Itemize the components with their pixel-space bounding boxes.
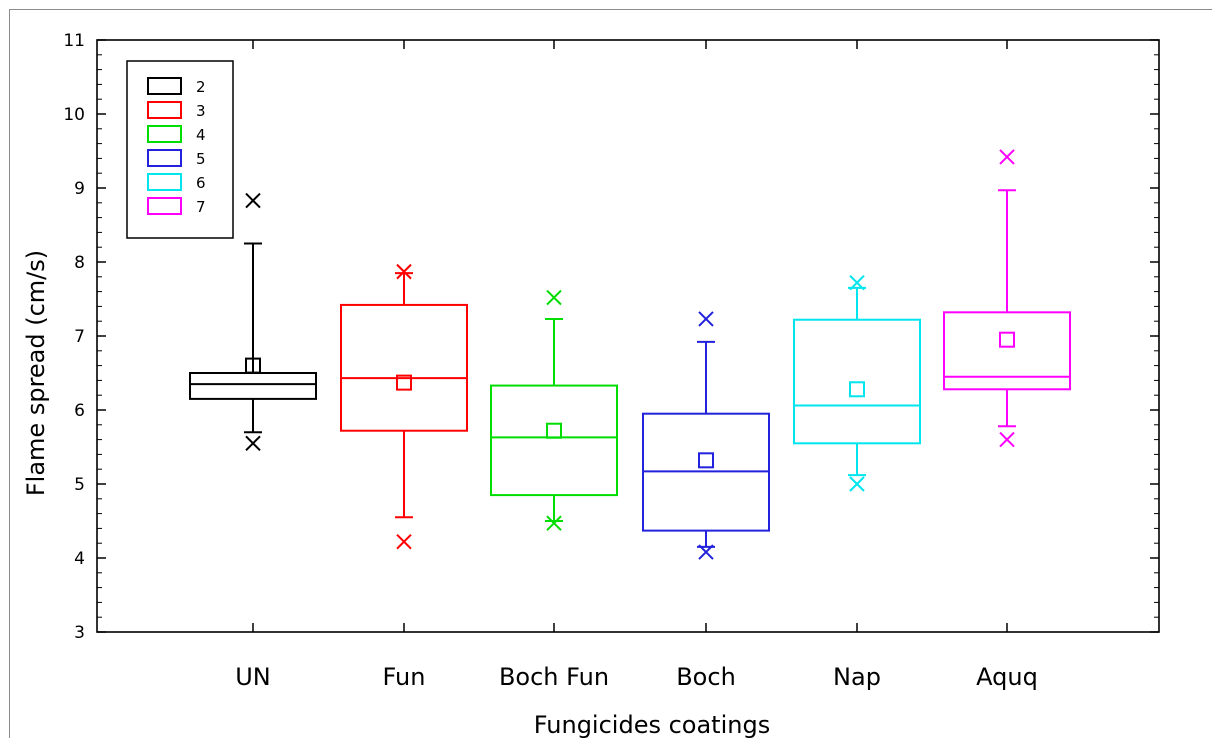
max-marker-stroke <box>999 149 1015 165</box>
mean-marker <box>999 331 1015 348</box>
box-group-nap <box>793 275 921 492</box>
mean-marker <box>698 452 714 469</box>
legend-label: 4 <box>196 126 206 144</box>
min-marker-stroke <box>546 515 562 531</box>
x-tick-label: Fun <box>383 663 426 691</box>
legend-swatch <box>147 149 182 167</box>
y-tick-label: 10 <box>63 105 85 125</box>
max-marker-stroke <box>698 311 714 327</box>
y-tick-label: 9 <box>74 179 85 199</box>
box-group-un <box>189 192 317 452</box>
max-marker <box>546 289 562 306</box>
legend-label: 7 <box>196 198 206 216</box>
y-tick-label: 6 <box>74 401 85 421</box>
legend: 2 3 4 5 6 7 <box>126 60 234 239</box>
min-marker <box>396 534 412 550</box>
x-tick-label: Boch <box>676 663 736 691</box>
chart-frame <box>9 9 1212 738</box>
max-marker <box>849 275 865 291</box>
x-tick-label: Boch Fun <box>499 663 609 691</box>
x-axis-title: Fungicides coatings <box>534 711 770 738</box>
legend-label: 2 <box>196 78 206 96</box>
y-axis: 3 4 5 6 7 8 9 10 11 <box>63 31 1159 643</box>
x-axis: UN Fun Boch Fun Boch Nap Aquq <box>235 40 1038 691</box>
y-axis-title: Flame spread (cm/s) <box>22 250 50 496</box>
min-marker <box>698 544 714 560</box>
legend-swatch <box>147 101 182 119</box>
legend-swatch <box>147 77 182 95</box>
box-group-aquq <box>943 149 1071 448</box>
max-marker-stroke <box>849 275 865 291</box>
mean-marker <box>245 357 261 374</box>
max-marker <box>698 311 714 327</box>
max-marker <box>396 263 412 280</box>
min-marker-stroke <box>698 544 714 560</box>
iqr-box <box>189 372 317 400</box>
legend-label: 3 <box>196 102 206 120</box>
min-marker-stroke <box>396 534 412 550</box>
max-marker <box>245 192 261 209</box>
min-marker <box>849 476 865 492</box>
iqr-box <box>490 384 618 497</box>
box-group-boch <box>642 311 770 560</box>
x-tick-label: Aquq <box>976 663 1038 691</box>
y-tick-label: 3 <box>74 623 85 643</box>
mean-marker <box>396 374 412 391</box>
iqr-box <box>943 311 1071 391</box>
y-tick-label: 5 <box>74 475 85 495</box>
min-marker-stroke <box>849 476 865 492</box>
iqr-box <box>340 303 468 432</box>
boxes <box>189 149 1071 560</box>
legend-label: 5 <box>196 150 206 168</box>
min-marker-stroke <box>999 431 1015 448</box>
mean-marker <box>546 422 562 439</box>
min-marker <box>546 515 562 531</box>
min-marker <box>999 431 1015 448</box>
legend-label: 6 <box>196 174 206 192</box>
max-marker-stroke <box>546 289 562 306</box>
box-group-boch-fun <box>490 289 618 531</box>
max-marker <box>999 149 1015 165</box>
min-marker-stroke <box>245 435 261 452</box>
x-tick-label: Nap <box>833 663 881 691</box>
y-tick-label: 8 <box>74 253 85 273</box>
x-tick-label: UN <box>235 663 271 691</box>
legend-swatch <box>147 173 182 191</box>
y-tick-label: 7 <box>74 327 85 347</box>
legend-swatch <box>147 197 182 215</box>
iqr-box <box>793 318 921 445</box>
max-marker-stroke <box>245 192 261 209</box>
mean-marker <box>849 381 865 398</box>
y-tick-label: 11 <box>63 31 85 51</box>
legend-swatch <box>147 125 182 143</box>
min-marker <box>245 435 261 452</box>
box-group-fun <box>340 263 468 550</box>
max-marker-stroke <box>396 263 412 280</box>
y-tick-label: 4 <box>74 549 85 569</box>
